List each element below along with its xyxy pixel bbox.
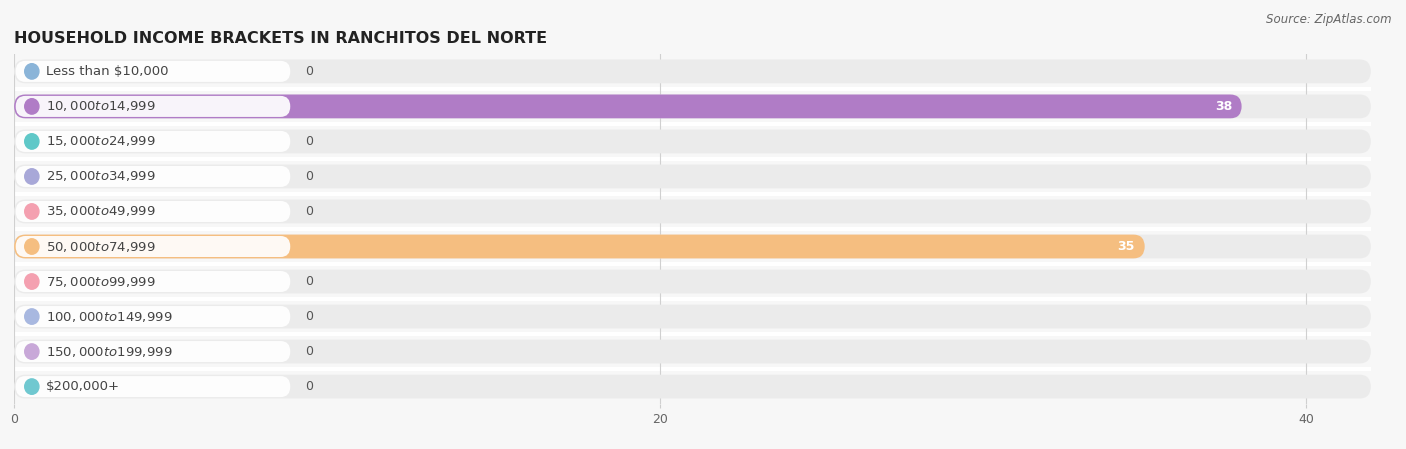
Text: 0: 0	[305, 205, 312, 218]
FancyBboxPatch shape	[14, 234, 1371, 259]
Text: $100,000 to $149,999: $100,000 to $149,999	[46, 309, 173, 324]
FancyBboxPatch shape	[14, 304, 1371, 329]
Text: $200,000+: $200,000+	[46, 380, 121, 393]
FancyBboxPatch shape	[14, 269, 1371, 294]
FancyBboxPatch shape	[14, 59, 1371, 84]
FancyBboxPatch shape	[14, 199, 1371, 224]
FancyBboxPatch shape	[15, 61, 290, 82]
Text: $35,000 to $49,999: $35,000 to $49,999	[46, 204, 156, 219]
FancyBboxPatch shape	[15, 166, 290, 187]
Text: 35: 35	[1118, 240, 1135, 253]
Circle shape	[25, 169, 39, 184]
FancyBboxPatch shape	[15, 341, 290, 362]
FancyBboxPatch shape	[14, 339, 1371, 364]
Text: $75,000 to $99,999: $75,000 to $99,999	[46, 274, 156, 289]
Text: $50,000 to $74,999: $50,000 to $74,999	[46, 239, 156, 254]
Text: Source: ZipAtlas.com: Source: ZipAtlas.com	[1267, 13, 1392, 26]
Circle shape	[25, 274, 39, 289]
Circle shape	[25, 99, 39, 114]
FancyBboxPatch shape	[15, 236, 290, 257]
FancyBboxPatch shape	[15, 131, 290, 152]
Text: 0: 0	[305, 135, 312, 148]
FancyBboxPatch shape	[14, 164, 1371, 189]
Text: 38: 38	[1215, 100, 1232, 113]
Circle shape	[25, 379, 39, 394]
FancyBboxPatch shape	[14, 129, 1371, 154]
Text: HOUSEHOLD INCOME BRACKETS IN RANCHITOS DEL NORTE: HOUSEHOLD INCOME BRACKETS IN RANCHITOS D…	[14, 31, 547, 46]
Text: 0: 0	[305, 380, 312, 393]
FancyBboxPatch shape	[15, 306, 290, 327]
Text: $10,000 to $14,999: $10,000 to $14,999	[46, 99, 156, 114]
Text: Less than $10,000: Less than $10,000	[46, 65, 169, 78]
Text: $15,000 to $24,999: $15,000 to $24,999	[46, 134, 156, 149]
Circle shape	[25, 204, 39, 219]
FancyBboxPatch shape	[14, 374, 1371, 399]
Circle shape	[25, 309, 39, 324]
Circle shape	[25, 239, 39, 254]
FancyBboxPatch shape	[14, 94, 1241, 119]
Text: 0: 0	[305, 310, 312, 323]
FancyBboxPatch shape	[15, 201, 290, 222]
FancyBboxPatch shape	[15, 376, 290, 397]
Text: 0: 0	[305, 345, 312, 358]
FancyBboxPatch shape	[15, 271, 290, 292]
Text: $25,000 to $34,999: $25,000 to $34,999	[46, 169, 156, 184]
FancyBboxPatch shape	[14, 94, 1371, 119]
FancyBboxPatch shape	[15, 96, 290, 117]
Circle shape	[25, 134, 39, 149]
Circle shape	[25, 64, 39, 79]
Text: $150,000 to $199,999: $150,000 to $199,999	[46, 344, 173, 359]
Text: 0: 0	[305, 65, 312, 78]
Text: 0: 0	[305, 170, 312, 183]
FancyBboxPatch shape	[14, 234, 1144, 259]
Text: 0: 0	[305, 275, 312, 288]
Circle shape	[25, 344, 39, 359]
